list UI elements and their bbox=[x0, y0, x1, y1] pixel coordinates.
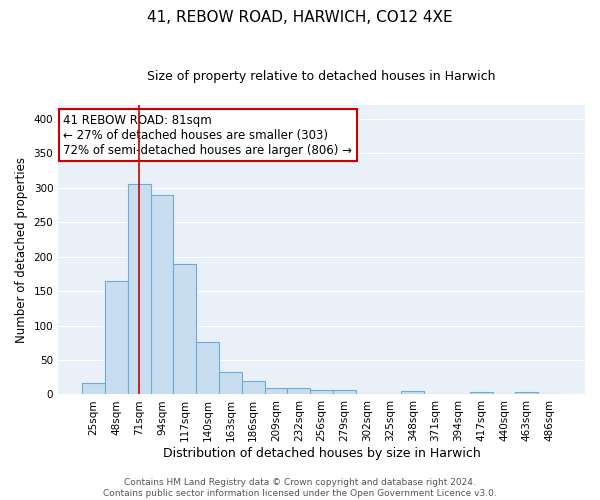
Bar bbox=[219, 372, 242, 394]
Bar bbox=[515, 392, 538, 394]
Bar bbox=[82, 384, 105, 394]
Bar bbox=[151, 194, 173, 394]
Y-axis label: Number of detached properties: Number of detached properties bbox=[15, 156, 28, 342]
Text: Contains HM Land Registry data © Crown copyright and database right 2024.
Contai: Contains HM Land Registry data © Crown c… bbox=[103, 478, 497, 498]
Bar bbox=[265, 388, 287, 394]
Bar bbox=[105, 280, 128, 394]
Title: Size of property relative to detached houses in Harwich: Size of property relative to detached ho… bbox=[148, 70, 496, 83]
Bar bbox=[242, 380, 265, 394]
Text: 41 REBOW ROAD: 81sqm
← 27% of detached houses are smaller (303)
72% of semi-deta: 41 REBOW ROAD: 81sqm ← 27% of detached h… bbox=[64, 114, 352, 156]
Bar bbox=[333, 390, 356, 394]
X-axis label: Distribution of detached houses by size in Harwich: Distribution of detached houses by size … bbox=[163, 447, 481, 460]
Bar bbox=[401, 391, 424, 394]
Bar bbox=[287, 388, 310, 394]
Bar bbox=[470, 392, 493, 394]
Bar bbox=[128, 184, 151, 394]
Bar bbox=[196, 342, 219, 394]
Bar bbox=[310, 390, 333, 394]
Text: 41, REBOW ROAD, HARWICH, CO12 4XE: 41, REBOW ROAD, HARWICH, CO12 4XE bbox=[147, 10, 453, 25]
Bar bbox=[173, 264, 196, 394]
